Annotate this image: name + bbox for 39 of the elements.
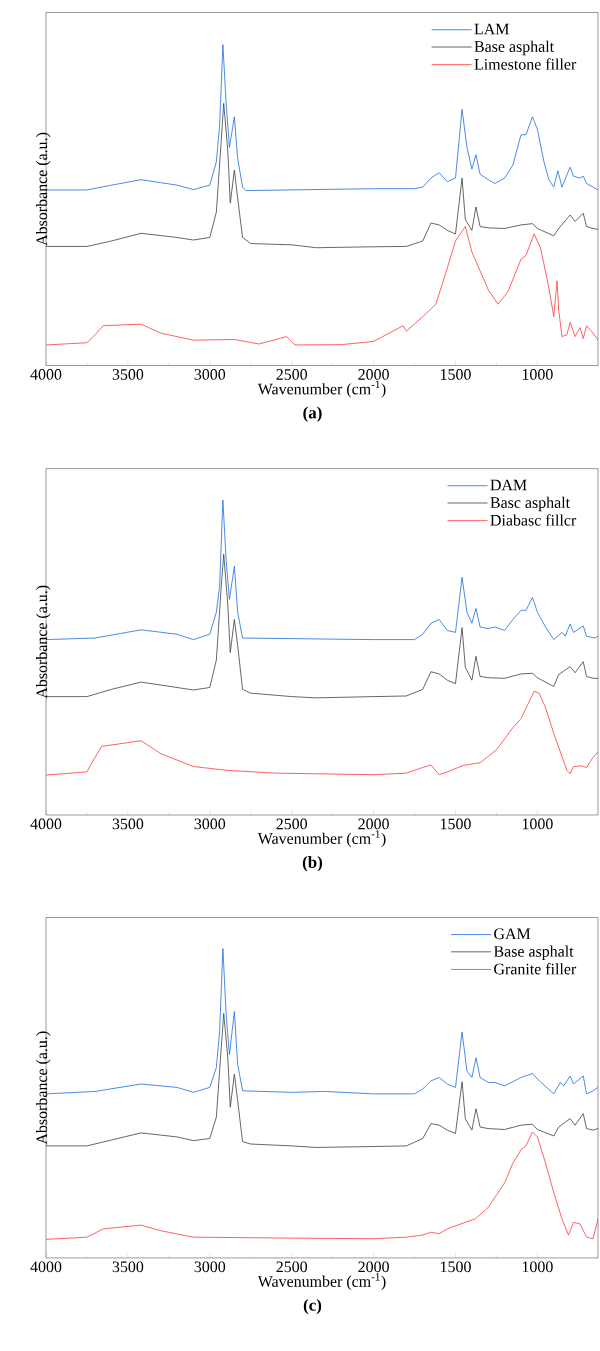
x-tick-label: 1500: [440, 369, 471, 380]
y-axis-title: Absorbance (a.u.): [36, 1031, 51, 1145]
x-tick-label: 3000: [194, 369, 226, 380]
x-tick-label: 1000: [522, 369, 553, 380]
x-tick-label: 4000: [30, 818, 62, 830]
x-tick-label: 4000: [30, 369, 62, 380]
x-tick-label: 3500: [112, 818, 144, 830]
x-axis-title: Wavenumber (cm$^{-1}$): [257, 380, 386, 398]
text: (a): [303, 406, 322, 422]
legend-label: Base asphalt: [474, 40, 555, 56]
x-tick-label: 3000: [194, 1261, 226, 1273]
x-tick-label: 1500: [440, 818, 471, 830]
x-tick-label: 3000: [194, 818, 226, 830]
x-axis-title: Wavenumber (cm$^{-1}$): [257, 830, 386, 848]
x-axis-title: Wavenumber (cm$^{-1}$): [257, 1273, 386, 1291]
legend-label: Base asphalt: [493, 945, 574, 960]
x-tick-label: 3500: [112, 1261, 144, 1273]
legend-label: Limestone filler: [474, 58, 577, 70]
legend-label: Granite filler: [494, 963, 577, 975]
legend-label: Diabasc fillcr: [490, 514, 577, 526]
x-tick-label: 1000: [522, 1261, 553, 1273]
x-tick-label: 3500: [112, 369, 144, 380]
x-tick-label: 2500: [276, 1261, 308, 1273]
text: (c): [303, 1298, 322, 1315]
text: (b): [302, 855, 323, 872]
y-axis-title: Absorbance (a.u.): [36, 585, 51, 699]
x-tick-label: 1500: [440, 1261, 471, 1273]
y-axis-title: Absorbance (a.u.): [36, 132, 51, 246]
x-tick-label: 4000: [30, 1261, 62, 1273]
x-tick-label: 2000: [358, 369, 389, 380]
x-tick-label: 2500: [276, 818, 308, 830]
legend-label: Basc asphalt: [490, 496, 570, 512]
legend-label: GAM: [494, 928, 531, 940]
legend-label: DAM: [490, 479, 527, 491]
x-tick-label: 2000: [358, 1261, 389, 1273]
x-tick-label: 1000: [522, 818, 553, 830]
legend-label: LAM: [474, 23, 509, 35]
x-tick-label: 2500: [276, 369, 308, 380]
x-tick-label: 2000: [358, 818, 389, 830]
